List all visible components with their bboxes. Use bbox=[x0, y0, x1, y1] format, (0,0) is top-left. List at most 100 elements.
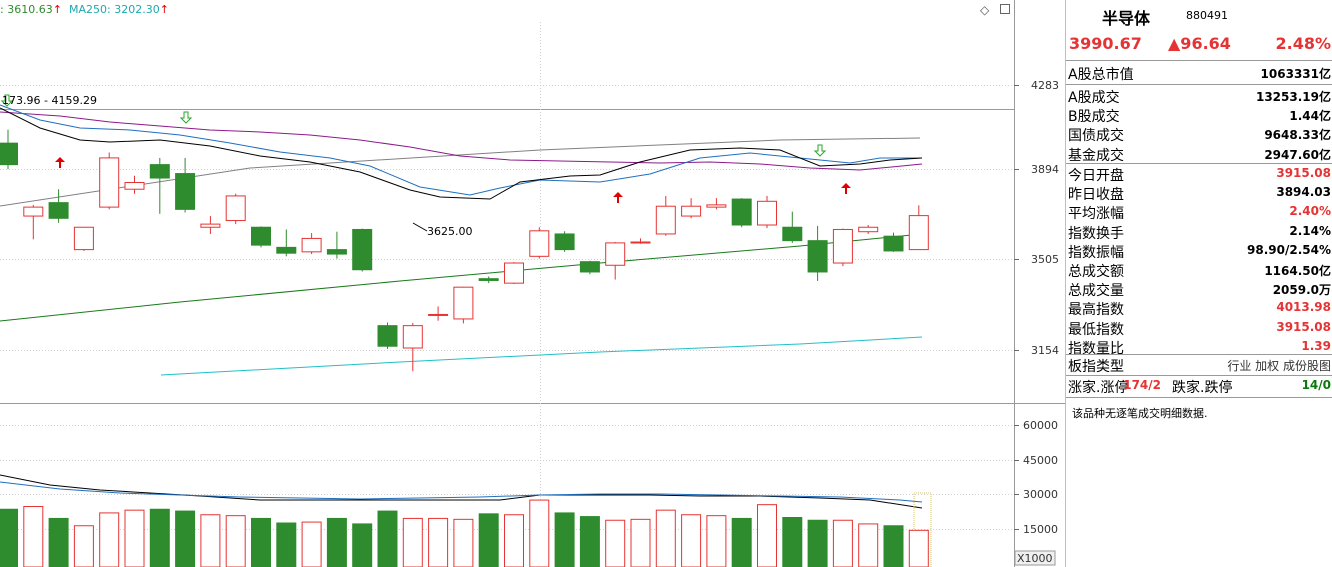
volume-bar bbox=[832, 519, 853, 567]
buy-signal-arrows bbox=[55, 157, 851, 203]
quote-value: 13253.19亿 bbox=[1255, 90, 1331, 104]
volume-bar bbox=[428, 517, 449, 567]
quote-label: 最低指数 bbox=[1068, 321, 1124, 338]
volume-bar bbox=[301, 521, 322, 567]
quote-row: 指数换手 2.14% bbox=[1068, 223, 1331, 242]
volume-bar bbox=[73, 525, 94, 567]
volume-axis-label: 30000 bbox=[1023, 488, 1058, 501]
candle-body bbox=[681, 205, 702, 217]
volume-unit: X1000 bbox=[1017, 552, 1053, 565]
price-axis-label: 3154 bbox=[1031, 344, 1059, 357]
quote-label: 最高指数 bbox=[1068, 302, 1124, 319]
quote-value: 1.39 bbox=[1301, 338, 1331, 353]
down-label: 跌家.跌停 bbox=[1172, 380, 1233, 396]
diamond-icon[interactable]: ◇ bbox=[980, 3, 990, 17]
quote-panel: 半导体 880491 3990.67 ▲96.64 2.48% A股总市值 106… bbox=[1065, 0, 1332, 567]
volume-bar bbox=[23, 506, 44, 567]
volume-bar bbox=[200, 514, 221, 567]
sell-arrow-icon bbox=[0, 94, 14, 107]
quote-row: 指数量比 1.39 bbox=[1068, 338, 1331, 357]
candle-body bbox=[832, 228, 853, 264]
high-range-annotation: 173.96 - 4159.29 bbox=[2, 94, 97, 107]
volume-bar bbox=[630, 518, 651, 567]
quote-row: 今日开盘 3915.08 bbox=[1068, 165, 1331, 184]
quote-value: 2.40% bbox=[1289, 204, 1331, 219]
index-name: 半导体 bbox=[1102, 9, 1151, 28]
volume-bar bbox=[276, 522, 297, 567]
volume-bar bbox=[731, 517, 752, 567]
candle-body bbox=[99, 157, 120, 208]
candle-body bbox=[73, 226, 94, 251]
last-price: 3990.67 bbox=[1069, 34, 1142, 53]
candle-body bbox=[605, 242, 626, 266]
low-point-pointer bbox=[412, 222, 428, 232]
separator bbox=[1066, 60, 1332, 61]
volume-axis-label: 45000 bbox=[1023, 454, 1058, 467]
candle-body bbox=[23, 206, 44, 217]
volume-bar bbox=[99, 512, 120, 567]
sector-type-row: 板指类型 行业 加权 成份股图 bbox=[1068, 356, 1331, 375]
candle-body bbox=[858, 226, 879, 233]
quote-value: 3915.08 bbox=[1276, 166, 1331, 180]
quote-row: 指数振幅 98.90/2.54% bbox=[1068, 242, 1331, 261]
ma20-line bbox=[0, 111, 923, 171]
quote-value: 2.14% bbox=[1289, 223, 1331, 238]
quote-value: 1063331亿 bbox=[1260, 67, 1331, 81]
quote-value: 2059.0万 bbox=[1272, 283, 1331, 298]
volume-bar bbox=[655, 509, 676, 567]
candle-body bbox=[504, 262, 524, 284]
quote-label: A股总市值 bbox=[1068, 67, 1134, 83]
quote-value: 1164.50亿 bbox=[1264, 264, 1331, 278]
volume-bar bbox=[554, 512, 575, 567]
quote-label: 国债成交 bbox=[1068, 128, 1124, 145]
candle-body bbox=[731, 198, 752, 226]
volume-bar bbox=[0, 508, 18, 567]
price-axis-labels: 4283 3894 3505 3154 bbox=[1031, 79, 1059, 357]
quote-value: 4013.98 bbox=[1276, 300, 1331, 315]
volume-bar bbox=[175, 510, 196, 567]
candle-body bbox=[352, 228, 373, 271]
sell-signal-arrows bbox=[0, 94, 827, 157]
quote-row: A股总市值 1063331亿 bbox=[1068, 64, 1331, 83]
volume-axis-labels: 60000 45000 30000 15000 bbox=[1023, 419, 1058, 536]
candle-body bbox=[529, 230, 550, 257]
kline-chart[interactable]: 173.96 - 4159.29 3625.00 : 3610.63↑ MA25… bbox=[0, 0, 1065, 567]
sector-type-links[interactable]: 行业 加权 成份股图 bbox=[1227, 359, 1331, 373]
volume-bar bbox=[504, 514, 524, 567]
volume-bar bbox=[149, 508, 170, 567]
candle-body bbox=[655, 205, 676, 235]
quote-value: 2947.60亿 bbox=[1264, 147, 1331, 162]
quote-row: 昨日收盘 3894.03 bbox=[1068, 184, 1331, 203]
volume-bar bbox=[402, 517, 423, 567]
volume-axis-label: 60000 bbox=[1023, 419, 1058, 432]
quote-label: 指数换手 bbox=[1068, 225, 1124, 242]
separator bbox=[1066, 375, 1332, 376]
down-value: 14/0 bbox=[1301, 378, 1331, 392]
candle-body bbox=[276, 246, 297, 254]
ma60-line bbox=[0, 137, 921, 207]
window-toggle-icon[interactable] bbox=[1000, 4, 1010, 14]
low-point-annotation: 3625.00 bbox=[427, 225, 473, 238]
separator bbox=[1066, 354, 1332, 355]
quote-label: 昨日收盘 bbox=[1068, 187, 1124, 204]
ma5-line bbox=[0, 107, 923, 200]
volume-bar bbox=[48, 517, 69, 567]
quote-row: 平均涨幅 2.40% bbox=[1068, 203, 1331, 222]
volume-unit-box bbox=[1014, 550, 1056, 566]
candle-body bbox=[908, 215, 929, 251]
volume-axis-label: 15000 bbox=[1023, 523, 1058, 536]
candle-body bbox=[326, 249, 347, 255]
volume-bar bbox=[681, 514, 702, 567]
quote-value: 1.44亿 bbox=[1289, 109, 1331, 124]
volume-bar bbox=[251, 517, 271, 567]
chart-canvas[interactable]: 173.96 - 4159.29 3625.00 : 3610.63↑ MA25… bbox=[0, 0, 1065, 567]
candle-body bbox=[579, 261, 600, 273]
candle-body bbox=[478, 278, 499, 281]
volume-ma5-line bbox=[0, 474, 923, 509]
buy-arrow-icon bbox=[55, 157, 65, 168]
volume-bar bbox=[858, 523, 879, 567]
quote-label: 今日开盘 bbox=[1068, 168, 1124, 184]
candle-body bbox=[48, 202, 69, 219]
volume-bar bbox=[908, 529, 929, 567]
quote-label: B股成交 bbox=[1068, 109, 1120, 126]
